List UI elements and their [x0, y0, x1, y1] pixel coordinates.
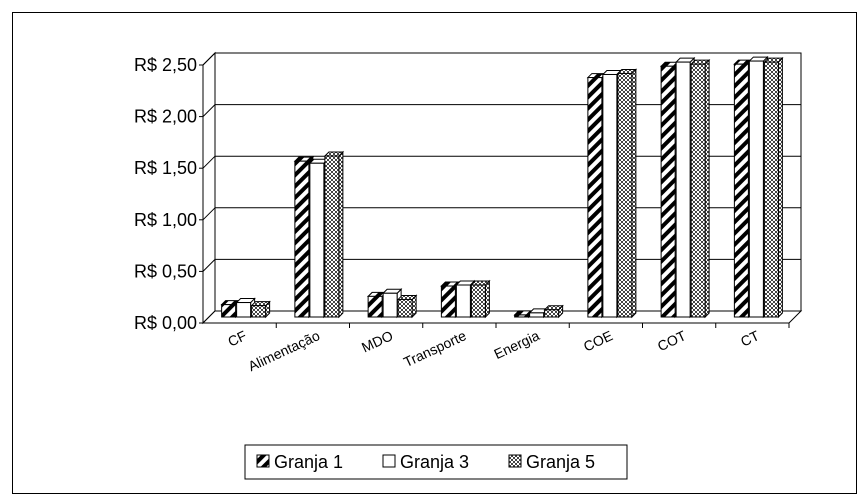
bar-side: [704, 58, 710, 319]
legend-swatch: [256, 454, 270, 468]
bar-top: [293, 156, 315, 162]
bar-top: [543, 305, 564, 311]
gridline-side: [202, 259, 216, 272]
x-tick-label: COT: [655, 327, 689, 354]
gridline-side: [202, 207, 216, 221]
y-tick-label: R$ 0,00: [134, 313, 197, 333]
bar-top: [763, 57, 784, 63]
bar-top: [396, 294, 418, 300]
bar: [602, 73, 618, 318]
x-tick-label: COE: [581, 327, 615, 354]
bar: [309, 162, 325, 318]
bar: [675, 61, 691, 318]
y-tick-label: R$ 2,50: [134, 55, 197, 75]
legend: Granja 1 Granja 3 Granja 5: [244, 444, 628, 480]
bar: [397, 298, 413, 318]
x-tick-label: CT: [738, 327, 762, 350]
bar-side: [484, 279, 490, 319]
legend-box: [244, 444, 628, 480]
bar: [514, 314, 530, 318]
bar: [529, 312, 545, 318]
y-tick-label: R$ 1,50: [134, 158, 197, 178]
bar-side: [338, 150, 344, 319]
x-tick-label: Energia: [491, 327, 542, 362]
legend-swatch: [382, 454, 396, 468]
bar: [221, 304, 237, 318]
y-tick-label: R$ 0,50: [134, 261, 197, 281]
bar-top: [689, 59, 711, 65]
bar: [294, 160, 310, 318]
chart-frame: R$ 0,00 R$ 0,50 R$ 1,00 R$ 1,50 R$ 2,00 R$ 2,…: [12, 12, 857, 494]
bar: [324, 155, 340, 318]
x-tick-label: Alimentação: [246, 327, 323, 374]
legend-swatch: [508, 454, 522, 468]
plot-side-wall: [202, 51, 216, 325]
bar: [455, 284, 471, 318]
x-tick-label: CF: [225, 327, 249, 349]
gridline-side: [202, 104, 216, 117]
bar-top: [323, 151, 345, 157]
y-tick-label: R$ 2,00: [134, 107, 197, 127]
bar: [470, 284, 486, 318]
bar: [748, 60, 764, 318]
bar-top: [470, 280, 491, 286]
x-tick-label: MDO: [359, 327, 395, 355]
bar: [587, 77, 603, 318]
legend-label: Granja 3: [400, 452, 469, 472]
bar-chart: R$ 0,00 R$ 0,50 R$ 1,00 R$ 1,50 R$ 2,00 R$ 2,…: [134, 51, 803, 480]
bar: [382, 292, 398, 318]
bar-top: [381, 288, 403, 294]
bar: [763, 61, 779, 318]
bar-top: [616, 68, 638, 74]
bar: [367, 295, 383, 318]
bar: [660, 65, 676, 318]
y-tick-label: R$ 1,00: [134, 210, 197, 230]
bar: [251, 305, 267, 318]
bar-top: [674, 57, 696, 63]
bar-side: [777, 56, 783, 319]
legend-label: Granja 5: [526, 452, 595, 472]
bar: [617, 72, 633, 318]
legend-label: Granja 1: [274, 452, 343, 472]
bar: [440, 285, 456, 318]
bar-top: [235, 298, 256, 304]
bar-side: [631, 68, 637, 319]
bar: [690, 63, 706, 318]
gridline-side: [202, 155, 216, 169]
bar: [236, 302, 252, 318]
x-tick-label: Transporte: [401, 327, 469, 370]
bar: [733, 63, 749, 318]
bar-top: [250, 301, 271, 307]
plot-floor: [201, 310, 803, 324]
bar-top: [748, 56, 769, 62]
bar: [544, 309, 560, 318]
